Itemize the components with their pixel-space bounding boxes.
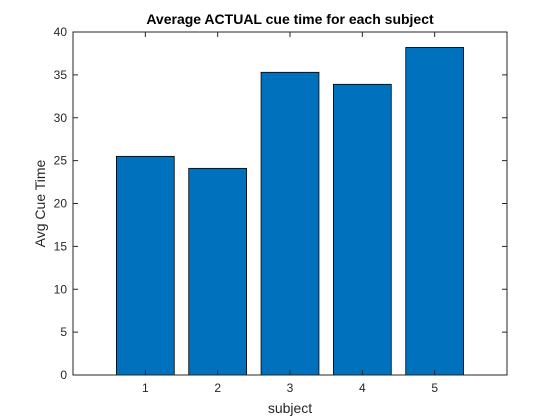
bar-subject-1 — [116, 155, 175, 376]
bar-subject-2 — [188, 167, 248, 376]
y-tick-label: 35 — [54, 68, 68, 82]
x-tick-label: 5 — [431, 381, 438, 395]
x-ticks-group: 1 2 3 4 5 — [142, 32, 438, 395]
x-tick-label: 2 — [214, 381, 221, 395]
x-tick-label: 4 — [359, 381, 366, 395]
x-axis-label: subject — [268, 400, 312, 416]
y-tick-label: 15 — [54, 239, 68, 253]
y-tick-label: 5 — [60, 325, 67, 339]
x-tick-label: 3 — [287, 381, 294, 395]
y-tick-label: 30 — [54, 111, 68, 125]
y-axis-label: Avg Cue Time — [32, 159, 48, 247]
y-ticks-group: 0 5 10 15 20 25 30 35 40 — [54, 25, 507, 382]
y-tick-label: 10 — [54, 282, 68, 296]
y-tick-label: 0 — [60, 368, 67, 382]
x-tick-label: 1 — [142, 381, 149, 395]
bar-subject-3 — [260, 71, 320, 376]
y-tick-label: 40 — [54, 25, 68, 39]
bar-subject-4 — [332, 83, 392, 376]
y-tick-label: 20 — [54, 197, 68, 211]
bars-group — [116, 47, 465, 376]
chart-title: Average ACTUAL cue time for each subject — [146, 11, 434, 27]
bar-subject-5 — [405, 47, 465, 376]
y-tick-label: 25 — [54, 154, 68, 168]
